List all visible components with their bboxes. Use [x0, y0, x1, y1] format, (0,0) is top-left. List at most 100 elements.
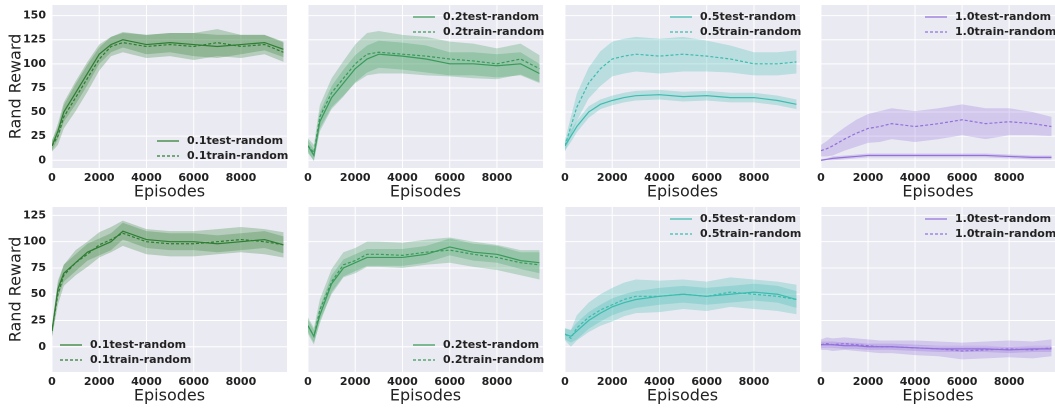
plot-area	[52, 207, 287, 372]
confidence-band	[308, 237, 540, 345]
legend-label: 0.5test-random	[700, 10, 796, 23]
x-tick-label: 2000	[597, 171, 628, 184]
x-tick-label: 4000	[900, 171, 931, 184]
series-line	[821, 343, 1052, 352]
confidence-band	[308, 238, 540, 343]
x-tick-label: 8000	[739, 375, 770, 388]
confidence-band	[52, 220, 284, 338]
x-tick-label: 4000	[900, 375, 931, 388]
y-tick-label: 75	[31, 81, 46, 94]
x-tick-label: 4000	[131, 171, 162, 184]
legend-label: 0.2train-random	[443, 25, 544, 38]
confidence-band	[565, 277, 797, 347]
x-tick-label: 0	[304, 375, 312, 388]
subplot: 0 25 50 75 100 125 0 2000 4000 6000 8000 Episodes Ra…	[6, 207, 287, 405]
y-tick-label: 25	[31, 129, 46, 142]
x-tick-label: 2000	[340, 171, 371, 184]
legend-label: 1.0train-random	[955, 227, 1055, 240]
x-tick-label: 8000	[994, 375, 1025, 388]
x-tick-label: 2000	[340, 375, 371, 388]
x-tick-label: 4000	[131, 375, 162, 388]
x-tick-label: 0	[561, 171, 569, 184]
plot-content	[308, 237, 540, 345]
confidence-band	[565, 89, 797, 151]
x-axis-label: Episodes	[390, 182, 461, 201]
legend-label: 0.5train-random	[700, 25, 801, 38]
series-line	[821, 154, 1052, 161]
x-tick-label: 4000	[387, 171, 418, 184]
series-line	[308, 246, 540, 338]
x-tick-label: 0	[304, 171, 312, 184]
series-line	[308, 51, 540, 154]
y-tick-label: 0	[38, 153, 46, 166]
x-axis-label: Episodes	[647, 182, 718, 201]
x-axis-label: Episodes	[902, 386, 973, 405]
series-line	[52, 232, 284, 332]
plot-content	[565, 277, 797, 347]
series-line	[565, 53, 797, 146]
confidence-band	[565, 36, 797, 152]
y-tick-label: 125	[23, 208, 46, 221]
legend-label: 0.5test-random	[700, 212, 796, 225]
confidence-band	[52, 32, 284, 151]
x-tick-label: 4000	[644, 375, 675, 388]
series-line	[565, 291, 797, 337]
legend-label: 0.2test-random	[443, 338, 539, 351]
plot-content	[308, 31, 540, 162]
x-tick-label: 0	[817, 375, 825, 388]
plot-content	[821, 337, 1052, 360]
y-tick-label: 50	[31, 287, 47, 300]
series-line	[565, 94, 797, 147]
x-tick-label: 6000	[691, 375, 722, 388]
x-tick-label: 6000	[947, 171, 978, 184]
x-tick-label: 0	[48, 171, 56, 184]
legend-label: 0.2train-random	[443, 353, 544, 366]
x-tick-label: 8000	[226, 375, 257, 388]
series-line	[52, 230, 284, 332]
confidence-band	[821, 341, 1052, 354]
confidence-band	[308, 31, 540, 161]
y-tick-label: 100	[23, 57, 46, 70]
x-tick-label: 4000	[387, 375, 418, 388]
x-axis-label: Episodes	[647, 386, 718, 405]
y-axis-label: Rand Reward	[6, 34, 25, 140]
y-tick-label: 75	[31, 261, 46, 274]
x-tick-label: 8000	[994, 171, 1025, 184]
y-tick-label: 50	[31, 105, 47, 118]
y-tick-label: 0	[38, 340, 46, 353]
x-axis-label: Episodes	[390, 386, 461, 405]
confidence-band	[52, 222, 284, 337]
subplot: 0 2000 4000 6000 8000 Episodes 0.2test-random 0…	[304, 207, 544, 405]
subplot: 0 2000 4000 6000 8000 Episodes 0.5test-random 0…	[561, 5, 801, 201]
subplot: 0 2000 4000 6000 8000 Episodes 0.2test-random 0…	[304, 5, 544, 201]
x-axis-label: Episodes	[134, 386, 205, 405]
legend-label: 1.0test-random	[955, 10, 1051, 23]
x-tick-label: 6000	[178, 171, 209, 184]
legend-label: 0.1test-random	[90, 338, 186, 351]
y-tick-label: 150	[23, 9, 46, 22]
x-tick-label: 2000	[853, 171, 884, 184]
subplot: 0 2000 4000 6000 8000 Episodes 1.0test-random 1…	[817, 5, 1055, 201]
subplot: 0 2000 4000 6000 8000 Episodes 1.0test-random 1…	[817, 207, 1055, 405]
x-tick-label: 6000	[178, 375, 209, 388]
series-line	[821, 119, 1052, 152]
x-tick-label: 8000	[482, 171, 513, 184]
confidence-band	[308, 40, 540, 162]
x-tick-label: 2000	[597, 375, 628, 388]
plot-content	[52, 220, 284, 338]
series-line	[52, 41, 284, 147]
plot-content	[821, 104, 1052, 162]
subplot: 0 2000 4000 6000 8000 Episodes 0.5test-random 0…	[561, 207, 801, 405]
legend-label: 1.0train-random	[955, 25, 1055, 38]
legend-label: 1.0test-random	[955, 212, 1051, 225]
series-line	[565, 291, 797, 340]
legend-label: 0.1train-random	[187, 149, 288, 162]
confidence-band	[565, 283, 797, 343]
x-tick-label: 6000	[434, 171, 465, 184]
x-tick-label: 0	[817, 171, 825, 184]
plot-content	[52, 29, 284, 152]
x-tick-label: 6000	[947, 375, 978, 388]
subplot: 0 25 50 75 100 125 150 0 2000 4000 6000 8000 Episode…	[6, 5, 288, 201]
x-tick-label: 0	[48, 375, 56, 388]
